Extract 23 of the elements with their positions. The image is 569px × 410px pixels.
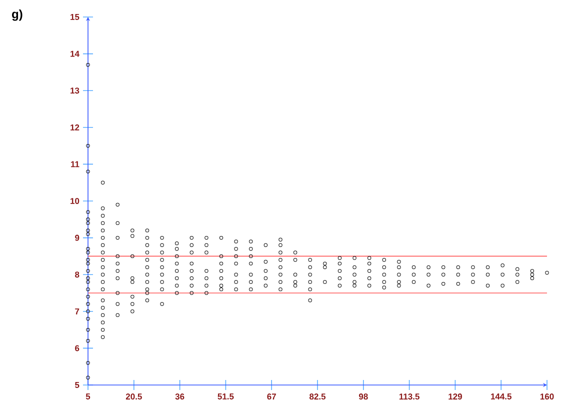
x-tick-label: 51.5 (218, 394, 234, 400)
y-tick-label: 13 (70, 88, 80, 94)
x-tick-label: 129 (448, 394, 462, 400)
y-tick-label: 9 (75, 234, 80, 241)
x-tick-label: 98 (358, 394, 368, 400)
y-tick-label: 11 (71, 161, 80, 168)
y-tick-label: 12 (70, 124, 80, 130)
text: g) (12, 10, 22, 21)
y-tick-label: 5 (75, 382, 80, 388)
y-tick-label: 8 (75, 272, 80, 278)
y-tick-label: 14 (70, 50, 80, 57)
y-tick-label: 15 (70, 14, 80, 20)
y-tick-label: 6 (75, 345, 80, 352)
x-tick-label: 20.5 (126, 394, 142, 400)
x-tick-label: 82.5 (310, 394, 326, 400)
x-tick-label: 36 (175, 394, 184, 400)
x-tick-label: 113.5 (399, 394, 420, 400)
x-tick-label: 67 (267, 394, 276, 400)
y-tick-label: 10 (70, 198, 80, 204)
x-tick-label: 5 (86, 394, 90, 400)
x-tick-label: 160 (540, 394, 554, 400)
x-tick-label: 144.5 (491, 394, 512, 400)
y-tick-label: 7 (75, 308, 80, 314)
